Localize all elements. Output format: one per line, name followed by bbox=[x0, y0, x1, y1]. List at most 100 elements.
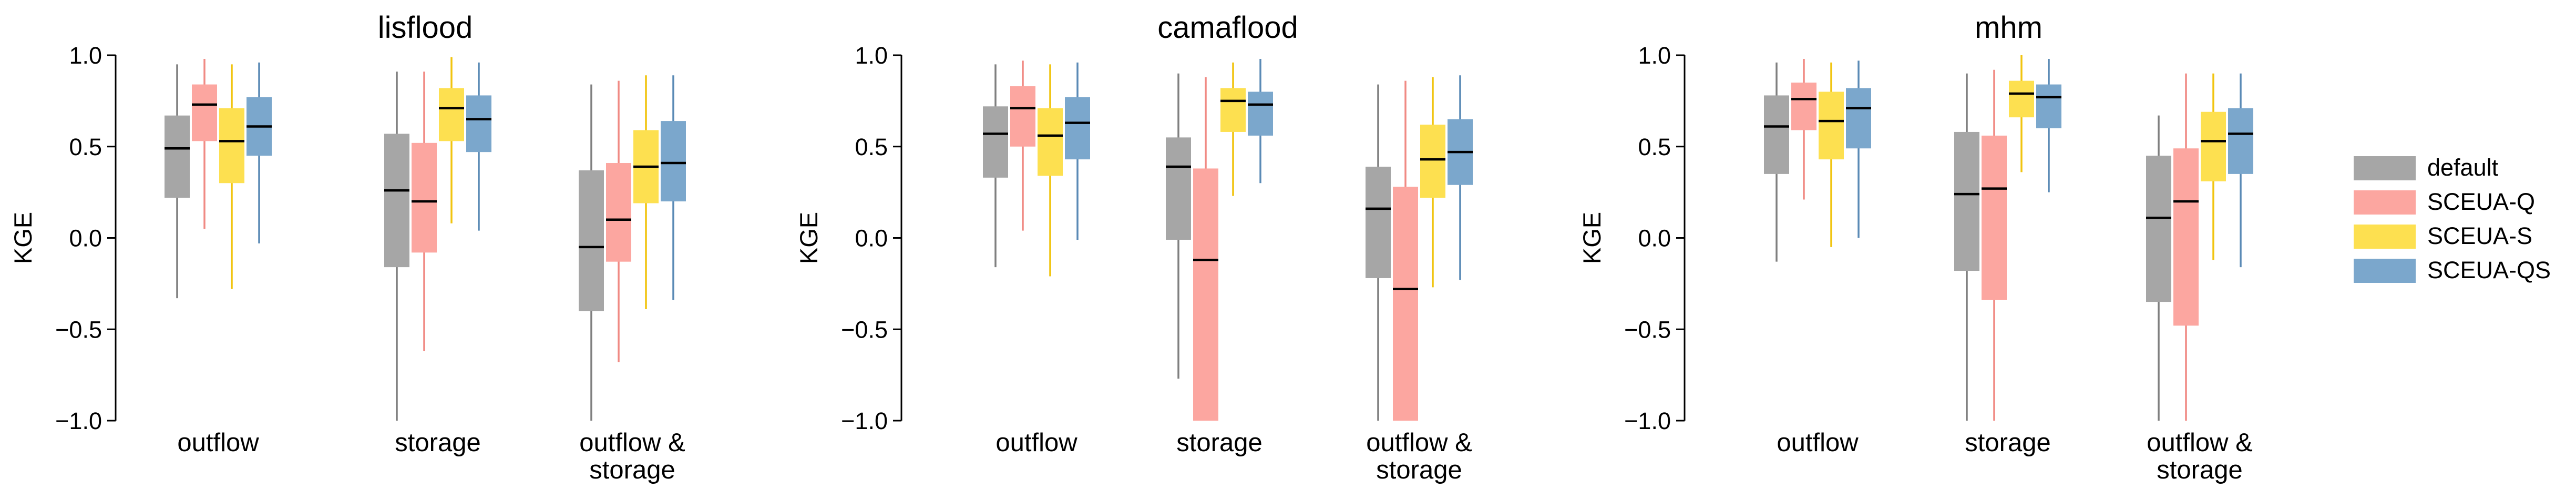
box-SCEUA-QS bbox=[1448, 75, 1473, 280]
y-tick-label: 1.0 bbox=[855, 42, 888, 69]
box-SCEUA-Q bbox=[606, 80, 631, 362]
y-tick-label: 0.5 bbox=[855, 134, 888, 160]
category-label: outflow & bbox=[579, 429, 685, 457]
box-SCEUA-QS bbox=[661, 75, 686, 300]
category-label: outflow & bbox=[1366, 429, 1472, 457]
box-default bbox=[983, 64, 1008, 268]
box-default bbox=[1166, 73, 1191, 379]
y-tick-label: −0.5 bbox=[55, 316, 102, 343]
box-iqr bbox=[1366, 166, 1391, 278]
box-iqr bbox=[466, 95, 491, 152]
box-iqr bbox=[2201, 111, 2226, 181]
legend-label: SCEUA-QS bbox=[2427, 257, 2551, 283]
box-default bbox=[1366, 84, 1391, 421]
y-axis-label: KGE bbox=[9, 212, 37, 264]
y-tick-label: −1.0 bbox=[55, 408, 102, 434]
box-iqr bbox=[2173, 148, 2199, 326]
box-SCEUA-QS bbox=[2036, 58, 2061, 192]
box-iqr bbox=[606, 163, 631, 262]
category-label: storage bbox=[589, 456, 675, 484]
box-iqr bbox=[1982, 135, 2007, 300]
box-iqr bbox=[1193, 168, 1218, 421]
y-tick-label: −0.5 bbox=[841, 316, 888, 343]
box-iqr bbox=[1420, 125, 1445, 198]
box-iqr bbox=[1393, 187, 1418, 421]
box-default bbox=[384, 72, 409, 421]
y-tick-label: −1.0 bbox=[841, 408, 888, 434]
box-SCEUA-Q bbox=[1010, 60, 1035, 231]
box-iqr bbox=[1220, 88, 1246, 132]
category-label: storage bbox=[1965, 429, 2050, 457]
box-SCEUA-Q bbox=[192, 58, 217, 229]
box-SCEUA-QS bbox=[1065, 62, 1090, 240]
box-default bbox=[2146, 115, 2171, 421]
box-SCEUA-Q bbox=[1393, 80, 1418, 421]
box-SCEUA-S bbox=[439, 57, 464, 223]
box-iqr bbox=[2228, 108, 2253, 174]
panel-lisflood: lisflood −1.0 −0.5 0.0 0.5 1.0 KGE outflow stora… bbox=[9, 11, 686, 484]
box-SCEUA-S bbox=[219, 64, 244, 289]
box-iqr bbox=[983, 106, 1008, 178]
box-SCEUA-S bbox=[2201, 73, 2226, 260]
y-tick-label: 0.0 bbox=[1638, 225, 1671, 252]
y-tick-label: 0.0 bbox=[855, 225, 888, 252]
legend-swatch bbox=[2354, 259, 2416, 283]
box-SCEUA-S bbox=[1220, 62, 1246, 196]
legend-label: default bbox=[2427, 154, 2499, 181]
box-iqr bbox=[1010, 86, 1035, 147]
legend-label: SCEUA-S bbox=[2427, 222, 2532, 249]
y-tick-label: 0.0 bbox=[69, 225, 102, 252]
category-label: storage bbox=[395, 429, 480, 457]
box-iqr bbox=[412, 142, 437, 253]
category-label: outflow & bbox=[2147, 429, 2253, 457]
box-SCEUA-S bbox=[1038, 64, 1063, 277]
box-SCEUA-QS bbox=[1846, 60, 1871, 238]
legend-swatch bbox=[2354, 190, 2416, 215]
box-iqr bbox=[384, 134, 409, 268]
panel-title: lisflood bbox=[378, 11, 473, 45]
legend: default SCEUA-Q SCEUA-S SCEUA-QS bbox=[2354, 154, 2551, 283]
box-default bbox=[1764, 62, 1789, 262]
box-SCEUA-QS bbox=[1248, 58, 1273, 184]
box-iqr bbox=[2009, 80, 2034, 118]
box-SCEUA-QS bbox=[466, 62, 491, 231]
box-iqr bbox=[1038, 108, 1063, 176]
category-label: storage bbox=[2157, 456, 2242, 484]
box-iqr bbox=[2146, 156, 2171, 302]
box-iqr bbox=[1764, 95, 1789, 174]
box-SCEUA-S bbox=[2009, 55, 2034, 172]
box-SCEUA-Q bbox=[1982, 69, 2007, 421]
panel-title: camaflood bbox=[1157, 11, 1298, 45]
category-label: outflow bbox=[995, 429, 1077, 457]
y-tick-label: −1.0 bbox=[1624, 408, 1671, 434]
panel-camaflood: camaflood −1.0 −0.5 0.0 0.5 1.0 KGE outflow stor… bbox=[795, 11, 1473, 484]
box-iqr bbox=[219, 108, 244, 184]
y-tick-label: 0.5 bbox=[1638, 134, 1671, 160]
y-tick-label: −0.5 bbox=[1624, 316, 1671, 343]
box-iqr bbox=[2036, 84, 2061, 128]
box-SCEUA-S bbox=[633, 75, 659, 310]
box-SCEUA-Q bbox=[1193, 77, 1218, 421]
category-label: outflow bbox=[1777, 429, 1859, 457]
box-iqr bbox=[192, 84, 217, 141]
legend-swatch bbox=[2354, 225, 2416, 249]
box-iqr bbox=[1248, 91, 1273, 136]
box-SCEUA-Q bbox=[2173, 73, 2199, 421]
box-default bbox=[1954, 73, 1979, 421]
category-label: storage bbox=[1376, 456, 1462, 484]
y-axis-label: KGE bbox=[795, 212, 823, 264]
y-tick-label: 1.0 bbox=[1638, 42, 1671, 69]
box-SCEUA-QS bbox=[2228, 73, 2253, 268]
box-iqr bbox=[439, 88, 464, 141]
y-axis-label: KGE bbox=[1578, 212, 1606, 264]
box-SCEUA-QS bbox=[247, 62, 272, 243]
legend-label: SCEUA-Q bbox=[2427, 188, 2535, 215]
box-iqr bbox=[661, 121, 686, 201]
box-iqr bbox=[165, 115, 190, 198]
box-SCEUA-S bbox=[1819, 62, 1844, 247]
category-label: storage bbox=[1176, 429, 1262, 457]
box-SCEUA-Q bbox=[1791, 58, 1816, 200]
box-iqr bbox=[1954, 131, 1979, 271]
box-iqr bbox=[1846, 88, 1871, 149]
